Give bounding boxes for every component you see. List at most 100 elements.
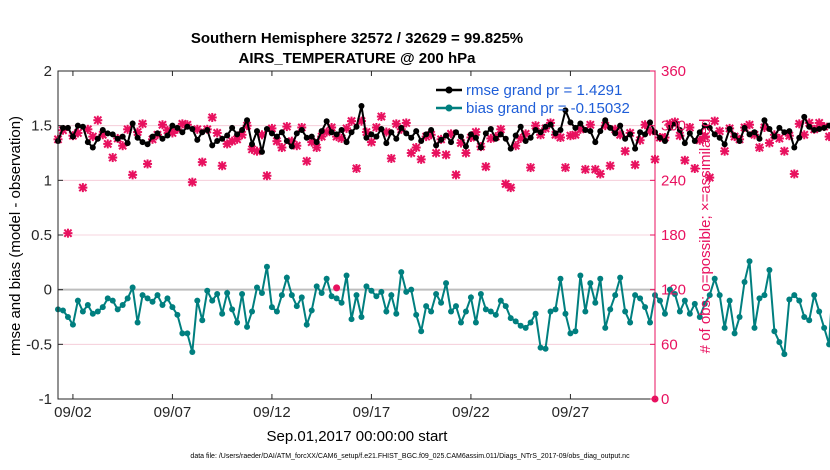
x-tick-label: 09/07 xyxy=(154,404,192,421)
obs-assimilated-point xyxy=(441,150,451,160)
rmse-point xyxy=(482,130,489,137)
bias-point xyxy=(448,308,455,315)
rmse-point xyxy=(726,125,733,132)
y-axis-left-label: rmse and bias (model - observation) xyxy=(7,116,24,356)
bias-point xyxy=(204,287,211,294)
rmse-point xyxy=(507,145,514,152)
obs-assimilated-point xyxy=(506,183,516,193)
rmse-point xyxy=(273,133,280,140)
bias-point xyxy=(303,321,310,328)
rmse-point xyxy=(701,122,708,129)
bias-point xyxy=(249,308,256,315)
y-axis-right-label: # of obs: o=possible; ×=assimilated xyxy=(697,119,714,354)
rmse-point xyxy=(492,135,499,142)
obs-assimilated-point xyxy=(595,169,605,179)
rmse-point xyxy=(219,135,226,142)
bias-point xyxy=(786,296,793,303)
rmse-point xyxy=(348,129,355,136)
obs-assimilated-point xyxy=(710,116,720,126)
bias-point xyxy=(771,328,778,335)
rmse-point xyxy=(224,132,231,139)
bias-point xyxy=(781,351,788,358)
y-right-tick-label: 360 xyxy=(661,63,686,80)
rmse-point xyxy=(328,129,335,136)
rmse-point xyxy=(159,135,166,142)
rmse-point xyxy=(258,148,265,155)
bias-point xyxy=(69,321,76,328)
obs-assimilated-point xyxy=(680,155,690,165)
bias-point xyxy=(671,291,678,298)
bias-point xyxy=(378,288,385,295)
bias-point xyxy=(731,330,738,337)
rmse-point xyxy=(199,129,206,136)
bias-point xyxy=(89,310,96,317)
y-left-tick-label: 1 xyxy=(44,172,52,189)
chart-subtitle: AIRS_TEMPERATURE @ 200 hPa xyxy=(239,50,477,67)
rmse-point xyxy=(532,127,539,134)
bias-point xyxy=(418,328,425,335)
bias-point xyxy=(59,307,66,314)
y-right-tick-label: 0 xyxy=(661,391,669,408)
bias-point xyxy=(174,311,181,318)
rmse-point xyxy=(134,134,141,141)
bias-point xyxy=(308,307,315,314)
bias-point xyxy=(512,318,519,325)
bias-point xyxy=(597,275,604,282)
rmse-point xyxy=(716,134,723,141)
rmse-point xyxy=(214,137,221,144)
rmse-point xyxy=(676,127,683,134)
bias-point xyxy=(627,319,634,326)
bias-point xyxy=(656,297,663,304)
bias-point xyxy=(766,266,773,273)
rmse-point xyxy=(597,128,604,135)
rmse-point xyxy=(288,143,295,150)
rmse-point xyxy=(184,123,191,130)
rmse-point xyxy=(502,135,509,142)
rmse-point xyxy=(363,134,370,141)
bias-point xyxy=(363,283,370,290)
obs-assimilated-point xyxy=(764,138,774,148)
rmse-point xyxy=(353,123,360,130)
obs-assimilated-point xyxy=(217,161,227,171)
rmse-point xyxy=(383,140,390,147)
rmse-point xyxy=(686,130,693,137)
rmse-point xyxy=(373,133,380,140)
bias-point xyxy=(388,292,395,299)
rmse-point xyxy=(124,140,131,147)
rmse-point xyxy=(89,144,96,151)
bias-point xyxy=(721,324,728,331)
rmse-point xyxy=(94,135,101,142)
obs-assimilated-point xyxy=(78,183,88,193)
bias-point xyxy=(433,291,440,298)
bias-point xyxy=(124,295,131,302)
bias-point xyxy=(189,348,196,355)
rmse-point xyxy=(796,134,803,141)
rmse-point xyxy=(278,129,285,136)
bias-point xyxy=(642,304,649,311)
bias-point xyxy=(139,292,146,299)
bias-point xyxy=(716,292,723,299)
rmse-point xyxy=(403,130,410,137)
obs-assimilated-point xyxy=(585,120,595,130)
rmse-point xyxy=(681,140,688,147)
bias-point xyxy=(239,291,246,298)
rmse-point xyxy=(393,135,400,142)
bias-point xyxy=(477,291,484,298)
rmse-point xyxy=(448,139,455,146)
rmse-point xyxy=(522,137,529,144)
bias-point xyxy=(159,301,166,308)
rmse-point xyxy=(333,131,340,138)
rmse-point xyxy=(617,122,624,129)
obs-assimilated-point xyxy=(754,143,764,153)
rmse-point xyxy=(104,130,111,137)
rmse-point xyxy=(696,129,703,136)
rmse-point xyxy=(318,128,325,135)
rmse-point xyxy=(263,125,270,132)
obs-assimilated-point xyxy=(555,133,565,143)
rmse-point xyxy=(656,134,663,141)
bias-point xyxy=(214,291,221,298)
legend: rmse grand pr = 1.4291 bias grand pr = -… xyxy=(436,82,630,117)
rmse-point xyxy=(512,132,519,139)
rmse-point xyxy=(582,127,589,134)
